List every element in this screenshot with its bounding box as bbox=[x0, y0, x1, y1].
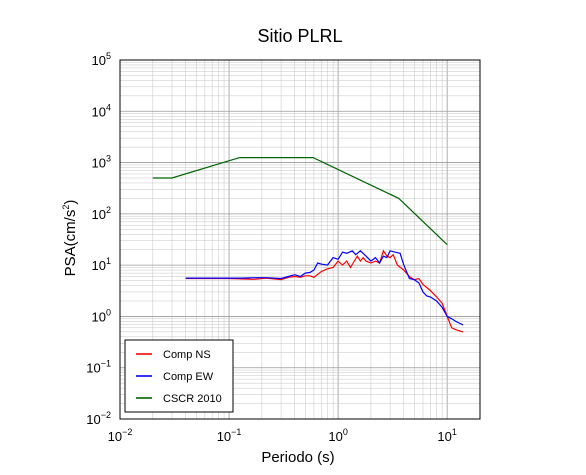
y-tick-label-exponent: 2 bbox=[106, 205, 111, 215]
y-tick-label-base: 10 bbox=[92, 258, 106, 273]
x-tick-label-base: 10 bbox=[328, 429, 342, 444]
y-tick-label-exponent: 5 bbox=[106, 51, 111, 61]
series-line-1 bbox=[185, 249, 464, 333]
legend: Comp NS Comp EW CSCR 2010 bbox=[124, 339, 234, 413]
grid-lines bbox=[119, 59, 481, 420]
y-axis-label-end: ) bbox=[62, 200, 79, 205]
y-tick-label: 10−2 bbox=[86, 410, 111, 427]
y-tick-label-base: 10 bbox=[92, 156, 106, 171]
plot-area-frame bbox=[119, 59, 481, 420]
y-tick-label-exponent: 0 bbox=[106, 307, 111, 317]
chart-title: Sitio PLRL bbox=[257, 26, 342, 46]
x-tick-label-exponent: −1 bbox=[231, 427, 241, 437]
y-tick-label-exponent: 1 bbox=[106, 256, 111, 266]
y-tick-label-exponent: 3 bbox=[106, 154, 111, 164]
y-tick-label-base: 10 bbox=[92, 53, 106, 68]
x-tick-label: 100 bbox=[328, 427, 347, 444]
y-tick-label: 105 bbox=[92, 51, 111, 68]
x-tick-label: 101 bbox=[437, 427, 456, 444]
x-tick-label-base: 10 bbox=[437, 429, 451, 444]
x-tick-label-exponent: −2 bbox=[122, 427, 132, 437]
y-tick-label-base: 10 bbox=[92, 104, 106, 119]
y-axis-label-main: PSA(cm/s bbox=[62, 210, 79, 277]
x-tick-label: 10−1 bbox=[217, 427, 242, 444]
x-axis-tick-labels: 10−2 10−1 100 101 bbox=[108, 427, 457, 444]
legend-label: Comp EW bbox=[163, 371, 214, 383]
series-line-2 bbox=[185, 249, 464, 326]
y-tick-label-exponent: −1 bbox=[101, 359, 111, 369]
legend-label: CSCR 2010 bbox=[163, 393, 222, 405]
series-lines bbox=[152, 157, 464, 333]
y-tick-label-base: 10 bbox=[86, 361, 100, 376]
y-tick-label: 10−1 bbox=[86, 359, 111, 376]
x-tick-label: 10−2 bbox=[108, 427, 133, 444]
y-tick-label-base: 10 bbox=[92, 309, 106, 324]
y-tick-label-base: 10 bbox=[92, 207, 106, 222]
x-tick-label-base: 10 bbox=[217, 429, 231, 444]
y-tick-label: 103 bbox=[92, 154, 111, 171]
y-tick-label: 101 bbox=[92, 256, 111, 273]
y-tick-label-base: 10 bbox=[86, 412, 100, 427]
legend-label: Comp NS bbox=[163, 349, 211, 361]
x-axis-label: Periodo (s) bbox=[261, 449, 334, 466]
x-tick-label-exponent: 0 bbox=[343, 427, 348, 437]
y-tick-label-exponent: −2 bbox=[101, 410, 111, 420]
y-tick-label-exponent: 4 bbox=[106, 102, 111, 112]
y-axis-label: PSA(cm/s2) bbox=[61, 200, 79, 277]
series-line-3 bbox=[152, 157, 448, 246]
y-tick-label: 104 bbox=[92, 102, 111, 119]
x-tick-label-exponent: 1 bbox=[452, 427, 457, 437]
y-axis-label-superscript: 2 bbox=[61, 205, 71, 210]
y-tick-label: 100 bbox=[92, 307, 111, 324]
x-tick-label-base: 10 bbox=[108, 429, 122, 444]
y-tick-label: 102 bbox=[92, 205, 111, 222]
